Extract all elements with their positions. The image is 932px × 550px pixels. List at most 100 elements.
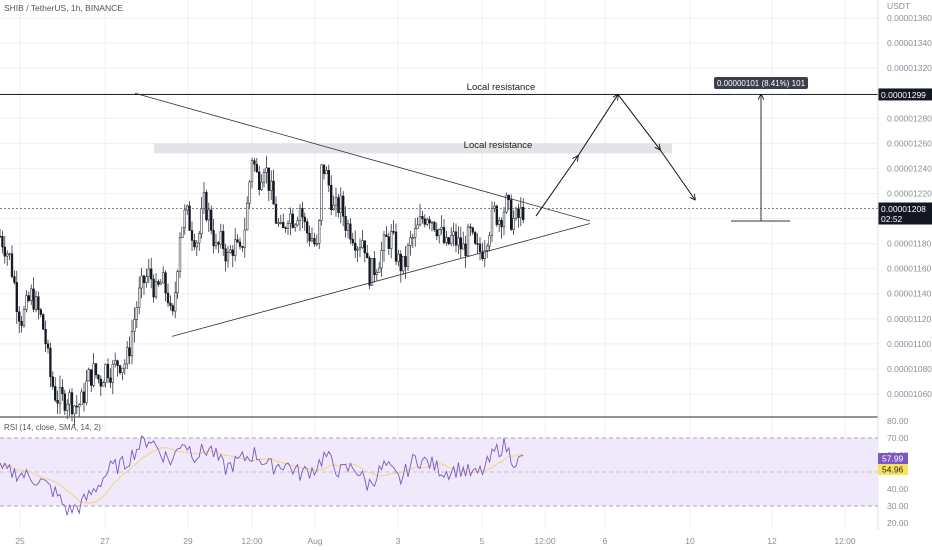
candle-body	[310, 238, 314, 242]
candle-body	[519, 207, 522, 218]
candle-body	[346, 223, 350, 231]
candle-body	[435, 229, 438, 237]
candle-body	[157, 281, 160, 285]
candle-body	[385, 234, 388, 237]
candle-body	[378, 267, 381, 273]
candle-body	[1, 236, 4, 248]
candle-body	[66, 403, 69, 411]
candle-body	[44, 329, 47, 345]
candle-body	[183, 209, 186, 229]
projected-path-arrow[interactable]	[577, 94, 618, 157]
candle-body	[471, 227, 474, 233]
time-axis-tick: 10	[685, 536, 695, 546]
triangle-lower-line[interactable]	[171, 223, 591, 337]
candle-body	[493, 205, 496, 209]
price-axis-tick: 0.00001140	[887, 289, 932, 299]
candle-body	[27, 295, 30, 301]
price-axis-tick: 0.00001260	[887, 138, 932, 148]
candle-body	[97, 374, 100, 380]
candle-body	[291, 213, 294, 228]
price-axis-tick: 0.00001340	[887, 38, 932, 48]
projected-path-arrow[interactable]	[617, 94, 660, 149]
candle-body	[121, 367, 124, 373]
price-axis-tick: 0.00001160	[887, 264, 932, 274]
candle-body	[262, 172, 266, 183]
candle-body	[286, 223, 290, 229]
rsi-axis-tick: 70.00	[887, 433, 909, 443]
candle-body	[486, 245, 489, 251]
time-axis-tick: 6	[603, 536, 608, 546]
candle-body	[241, 246, 244, 248]
price-axis-tick: 0.00001360	[887, 13, 932, 23]
candle-body	[56, 400, 59, 404]
candle-body	[207, 209, 210, 221]
candle-body	[382, 234, 386, 251]
candle-body	[238, 241, 242, 247]
candle-body	[85, 380, 88, 403]
candle-body	[358, 247, 362, 250]
candle-body	[231, 249, 234, 256]
rsi-axis-tick: 40.00	[887, 484, 909, 494]
candle-body	[418, 216, 422, 226]
resistance-zone-label: Local resistance	[464, 140, 533, 151]
candle-body	[109, 377, 112, 383]
candle-body	[490, 208, 494, 236]
candle-body	[334, 197, 338, 206]
candle-body	[303, 216, 306, 222]
candle-body	[361, 240, 364, 248]
candle-body	[517, 208, 520, 218]
rsi-axis-tick: 30.00	[887, 501, 909, 511]
candle-body	[34, 296, 38, 310]
candle-body	[423, 218, 426, 225]
candle-body	[99, 378, 102, 387]
candle-body	[414, 228, 417, 238]
candle-body	[18, 311, 21, 322]
candle-body	[442, 226, 446, 243]
resistance-zone[interactable]	[154, 143, 672, 154]
candle-body	[387, 236, 390, 249]
rsi-ma-value-badge	[878, 464, 908, 475]
candle-body	[190, 230, 194, 241]
candle-body	[428, 219, 431, 224]
triangle-upper-line[interactable]	[134, 92, 591, 222]
candle-body	[366, 252, 369, 259]
candle-body	[512, 218, 515, 230]
candle-body	[205, 192, 208, 221]
candle-body	[111, 363, 114, 383]
price-axis-tick: 0.00001120	[887, 314, 932, 324]
candle-body	[78, 404, 81, 408]
candle-body	[32, 288, 35, 310]
candle-body	[488, 235, 491, 247]
projected-path-arrow[interactable]	[535, 156, 578, 217]
candle-body	[200, 208, 203, 235]
candle-body	[102, 382, 105, 387]
candle-body	[454, 231, 458, 246]
candle-body	[82, 391, 86, 403]
candle-body	[195, 242, 198, 248]
resistance-price-badge	[878, 88, 932, 101]
candle-body	[481, 251, 484, 260]
candle-body	[440, 226, 443, 230]
candle-body	[174, 292, 177, 312]
candle-body	[282, 222, 285, 229]
projected-path-arrow[interactable]	[659, 149, 695, 200]
resistance-price-label: 0.00001299	[881, 90, 926, 100]
candle-body	[433, 221, 436, 231]
measure-badge	[714, 77, 808, 89]
candle-body	[322, 164, 326, 175]
candle-body	[90, 369, 93, 386]
price-axis-tick: 0.00001320	[887, 63, 932, 73]
candle-body	[373, 258, 376, 275]
rsi-value-label: 57.99	[882, 454, 904, 464]
candle-body	[54, 386, 57, 401]
symbol-title: SHIB / TetherUS, 1h, BINANCE	[4, 3, 123, 13]
bar-countdown-label: 02:52	[881, 214, 903, 224]
rsi-ma-value-label: 54.96	[882, 465, 904, 475]
candle-body	[445, 237, 448, 243]
candle-body	[502, 211, 506, 228]
rsi-axis-tick: 80.00	[887, 416, 909, 426]
candle-body	[267, 167, 270, 191]
candle-body	[22, 309, 26, 326]
candle-body	[147, 268, 150, 278]
